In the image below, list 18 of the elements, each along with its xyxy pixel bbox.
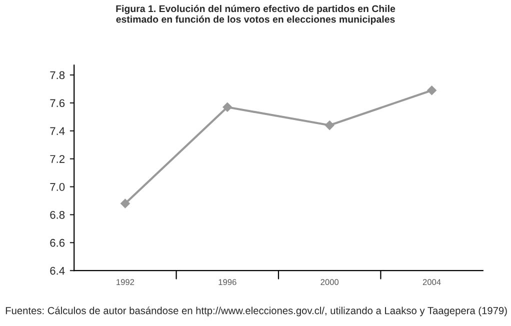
source-note: Fuentes: Cálculos de autor basándose en http://www.elecciones.gov.cl/, utilizando a Laakso y Taagepera (1979) [6, 306, 507, 316]
y-tick-label: 7.8 [50, 71, 65, 80]
y-tick-label: 6.8 [50, 210, 65, 219]
point [427, 86, 436, 95]
point [222, 102, 232, 112]
point [120, 198, 130, 208]
chart-title: Figura 1. Evolución del número efectivo de partidos en Chile estimado en función de los votos en elecciones municipales [116, 4, 396, 25]
y-tick-label: 7.0 [50, 183, 65, 191]
x-tick-label: 1992 [116, 279, 134, 286]
point [324, 120, 334, 130]
y-tick-label: 6.6 [50, 238, 65, 247]
y-tick-label: 7.2 [50, 155, 65, 163]
y-tick-label: 7.6 [50, 99, 65, 108]
x-tick-label: 2004 [422, 279, 441, 286]
x-tick-label: 1996 [218, 279, 236, 286]
y-tick-label: 6.4 [50, 266, 65, 275]
x-tick-label: 2000 [320, 279, 339, 286]
y-tick-label: 7.4 [50, 127, 65, 135]
